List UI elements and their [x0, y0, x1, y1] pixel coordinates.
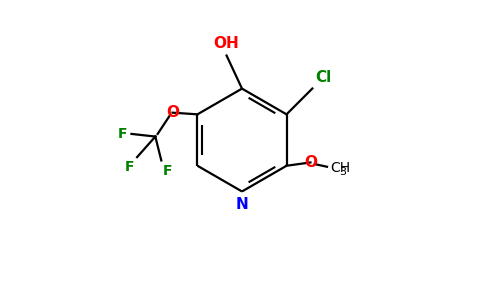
- Text: F: F: [118, 127, 127, 141]
- Text: O: O: [304, 155, 317, 170]
- Text: 3: 3: [340, 167, 347, 177]
- Text: N: N: [236, 197, 248, 212]
- Text: OH: OH: [213, 36, 239, 51]
- Text: F: F: [125, 160, 135, 174]
- Text: Cl: Cl: [315, 70, 331, 85]
- Text: F: F: [163, 164, 172, 178]
- Text: O: O: [166, 105, 179, 120]
- Text: CH: CH: [331, 161, 350, 176]
